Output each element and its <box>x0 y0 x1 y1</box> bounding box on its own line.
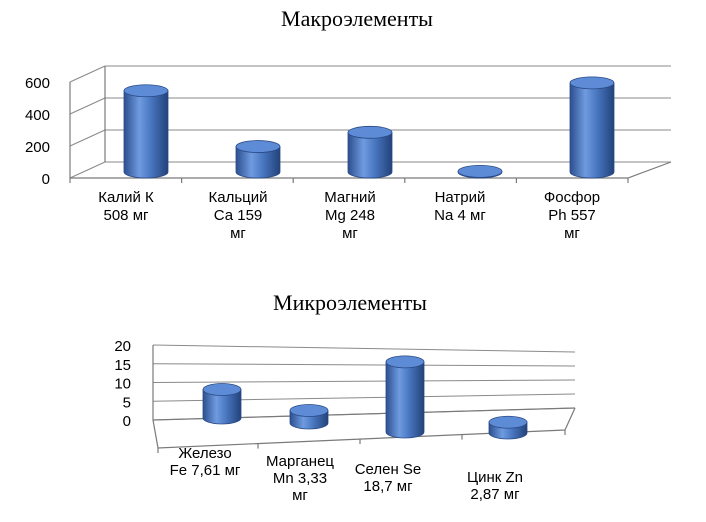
macro-gridline-side <box>69 65 106 83</box>
micro-chart: Микроэлементы 0 510 15 20 Железо Fe 7,61 мг М… <box>114 290 576 504</box>
macro-bar <box>347 125 393 179</box>
micro-bar <box>385 355 425 439</box>
micro-category-label: Марганец Mn 3,33 мг <box>266 453 334 504</box>
micro-bar <box>488 415 528 440</box>
macro-y-tick-label: 600 <box>25 75 50 92</box>
micro-y-tick-label: 5 <box>123 394 131 411</box>
macro-bar <box>235 140 281 179</box>
macro-y-tick-label: 200 <box>25 139 50 156</box>
macro-y-tick-label: 0 <box>42 171 50 188</box>
micro-gridline <box>152 344 576 353</box>
micro-y-tick-label: 20 <box>114 338 131 355</box>
micro-gridline <box>152 363 576 367</box>
macro-category-labels: Калий К 508 мг Кальций Са 159 мг Магний Mg 248… <box>98 189 600 242</box>
macro-category-label: Кальций Са 159 мг <box>209 189 268 242</box>
micro-y-tick-label: 15 <box>114 357 131 374</box>
macro-category-label: Фосфор Ph 557 мг <box>544 189 600 242</box>
micro-floor <box>152 407 576 449</box>
macro-gridline-side <box>69 97 106 115</box>
macro-bar <box>123 84 169 179</box>
micro-y-tick-label: 10 <box>114 376 131 393</box>
micro-y-axis-ticks: 0 510 15 20 <box>114 338 131 430</box>
macro-chart-title: Макроэлементы <box>281 6 433 31</box>
macro-bars <box>123 76 615 179</box>
macro-category-label: Калий К 508 мг <box>98 189 154 224</box>
micro-bars <box>202 355 528 440</box>
macro-y-axis-ticks: 0 200 400 600 <box>25 75 50 188</box>
macro-bar <box>569 76 615 179</box>
macro-category-label: Магний Mg 248 мг <box>324 189 376 242</box>
macro-category-label: Натрий Na 4 мг <box>434 189 486 224</box>
micro-y-tick-label: 0 <box>123 413 131 430</box>
micro-category-label: Цинк Zn 2,87 мг <box>467 469 523 503</box>
micro-category-label: Железо Fe 7,61 мг <box>170 445 241 479</box>
macro-gridline-side <box>69 161 106 179</box>
micro-chart-title: Микроэлементы <box>273 290 427 315</box>
micro-category-label: Селен Se 18,7 мг <box>355 461 422 495</box>
micro-bar <box>202 383 242 425</box>
micro-gridline <box>152 379 576 383</box>
micro-bar <box>289 404 329 430</box>
micro-category-labels: Железо Fe 7,61 мг Марганец Mn 3,33 мг Селен S… <box>170 445 523 504</box>
macro-y-tick-label: 400 <box>25 107 50 124</box>
macro-gridline-side <box>69 129 106 147</box>
macro-bar <box>457 164 503 179</box>
